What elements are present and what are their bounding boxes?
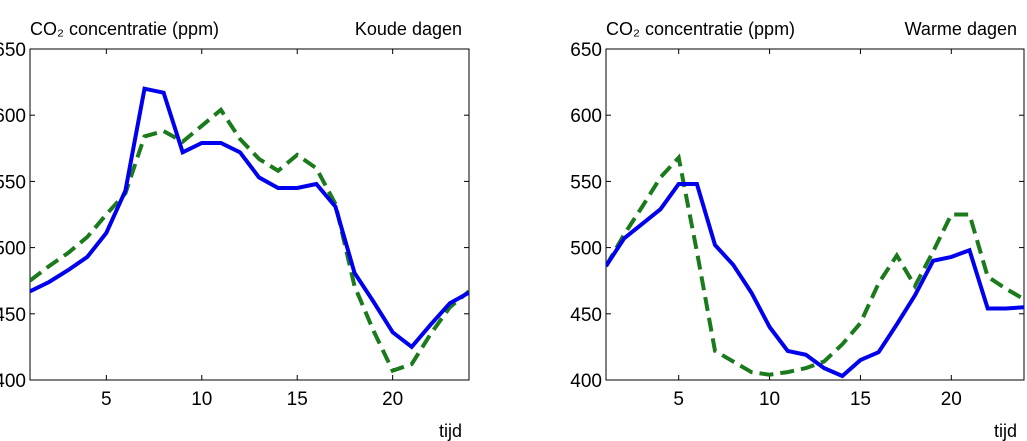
series-line-dashed	[30, 106, 469, 374]
y-tick-label: 500	[0, 239, 26, 260]
x-tick-label: 10	[191, 389, 212, 410]
x-tick-label: 5	[101, 389, 112, 410]
y-tick-label: 650	[570, 40, 602, 61]
plot-frame	[29, 48, 470, 381]
chart-subtitle: Koude dagen	[355, 19, 462, 39]
x-tick-label: 10	[759, 389, 780, 410]
x-tick-label: 15	[850, 389, 871, 410]
x-axis-label: tijd	[439, 421, 462, 441]
series-line-solid	[606, 182, 1024, 379]
x-tick-label: 5	[673, 389, 684, 410]
y-tick-label: 600	[0, 106, 26, 127]
chart-warme-dagen: 400 450 500 550 600 650 5 10 15 20 CO₂ concentrati…	[570, 19, 1025, 441]
y-tick-label: 450	[570, 305, 602, 326]
y-tick-label: 550	[570, 172, 602, 193]
chart-title: CO₂ concentratie (ppm)	[606, 19, 795, 39]
x-tick-label: 20	[941, 389, 962, 410]
y-tick-label: 400	[0, 371, 26, 392]
series-line-solid	[30, 86, 469, 350]
series-line-dashed	[606, 153, 1024, 377]
chart-title: CO₂ concentratie (ppm)	[30, 19, 219, 39]
x-axis-label: tijd	[994, 421, 1017, 441]
y-tick-label: 550	[0, 172, 26, 193]
chart-koude-dagen: 400 450 500 550 600 650 5 10 15 20 CO₂ concentrati…	[0, 19, 470, 441]
x-tick-label: 20	[382, 389, 403, 410]
y-tick-label: 600	[570, 106, 602, 127]
x-tick-label: 15	[287, 389, 308, 410]
y-tick-label: 500	[570, 239, 602, 260]
y-tick-label: 450	[0, 305, 26, 326]
chart-subtitle: Warme dagen	[905, 19, 1017, 39]
y-tick-label: 400	[570, 371, 602, 392]
y-tick-label: 650	[0, 40, 26, 61]
plot-frame	[605, 48, 1025, 381]
